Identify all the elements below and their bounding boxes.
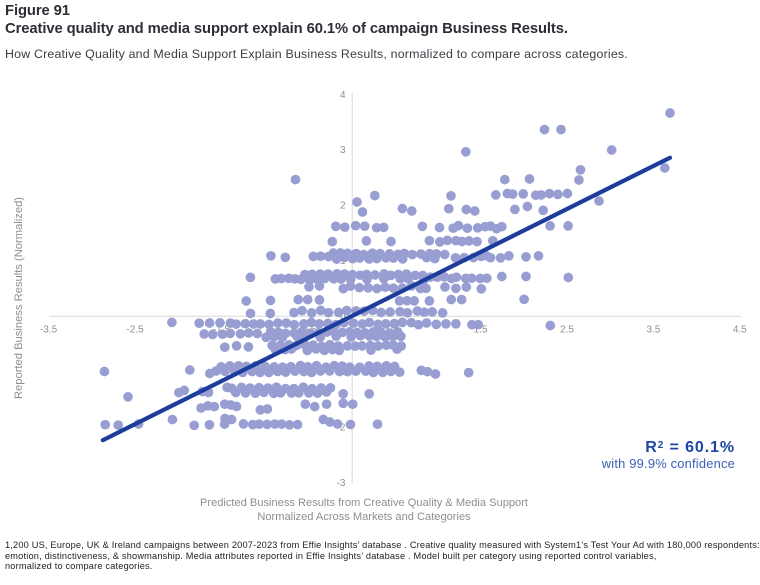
svg-text:-3.5: -3.5 bbox=[40, 325, 58, 336]
svg-text:3: 3 bbox=[340, 145, 346, 156]
svg-text:-2: -2 bbox=[337, 423, 346, 434]
svg-text:3.5: 3.5 bbox=[646, 325, 660, 336]
svg-text:4.5: 4.5 bbox=[733, 325, 747, 336]
svg-text:1.5: 1.5 bbox=[474, 325, 488, 336]
svg-text:0: 0 bbox=[340, 312, 346, 323]
svg-text:2: 2 bbox=[340, 201, 346, 212]
svg-text:-2.5: -2.5 bbox=[126, 325, 144, 336]
svg-text:2.5: 2.5 bbox=[560, 325, 574, 336]
svg-text:-3: -3 bbox=[337, 478, 346, 489]
svg-text:4: 4 bbox=[340, 90, 346, 101]
